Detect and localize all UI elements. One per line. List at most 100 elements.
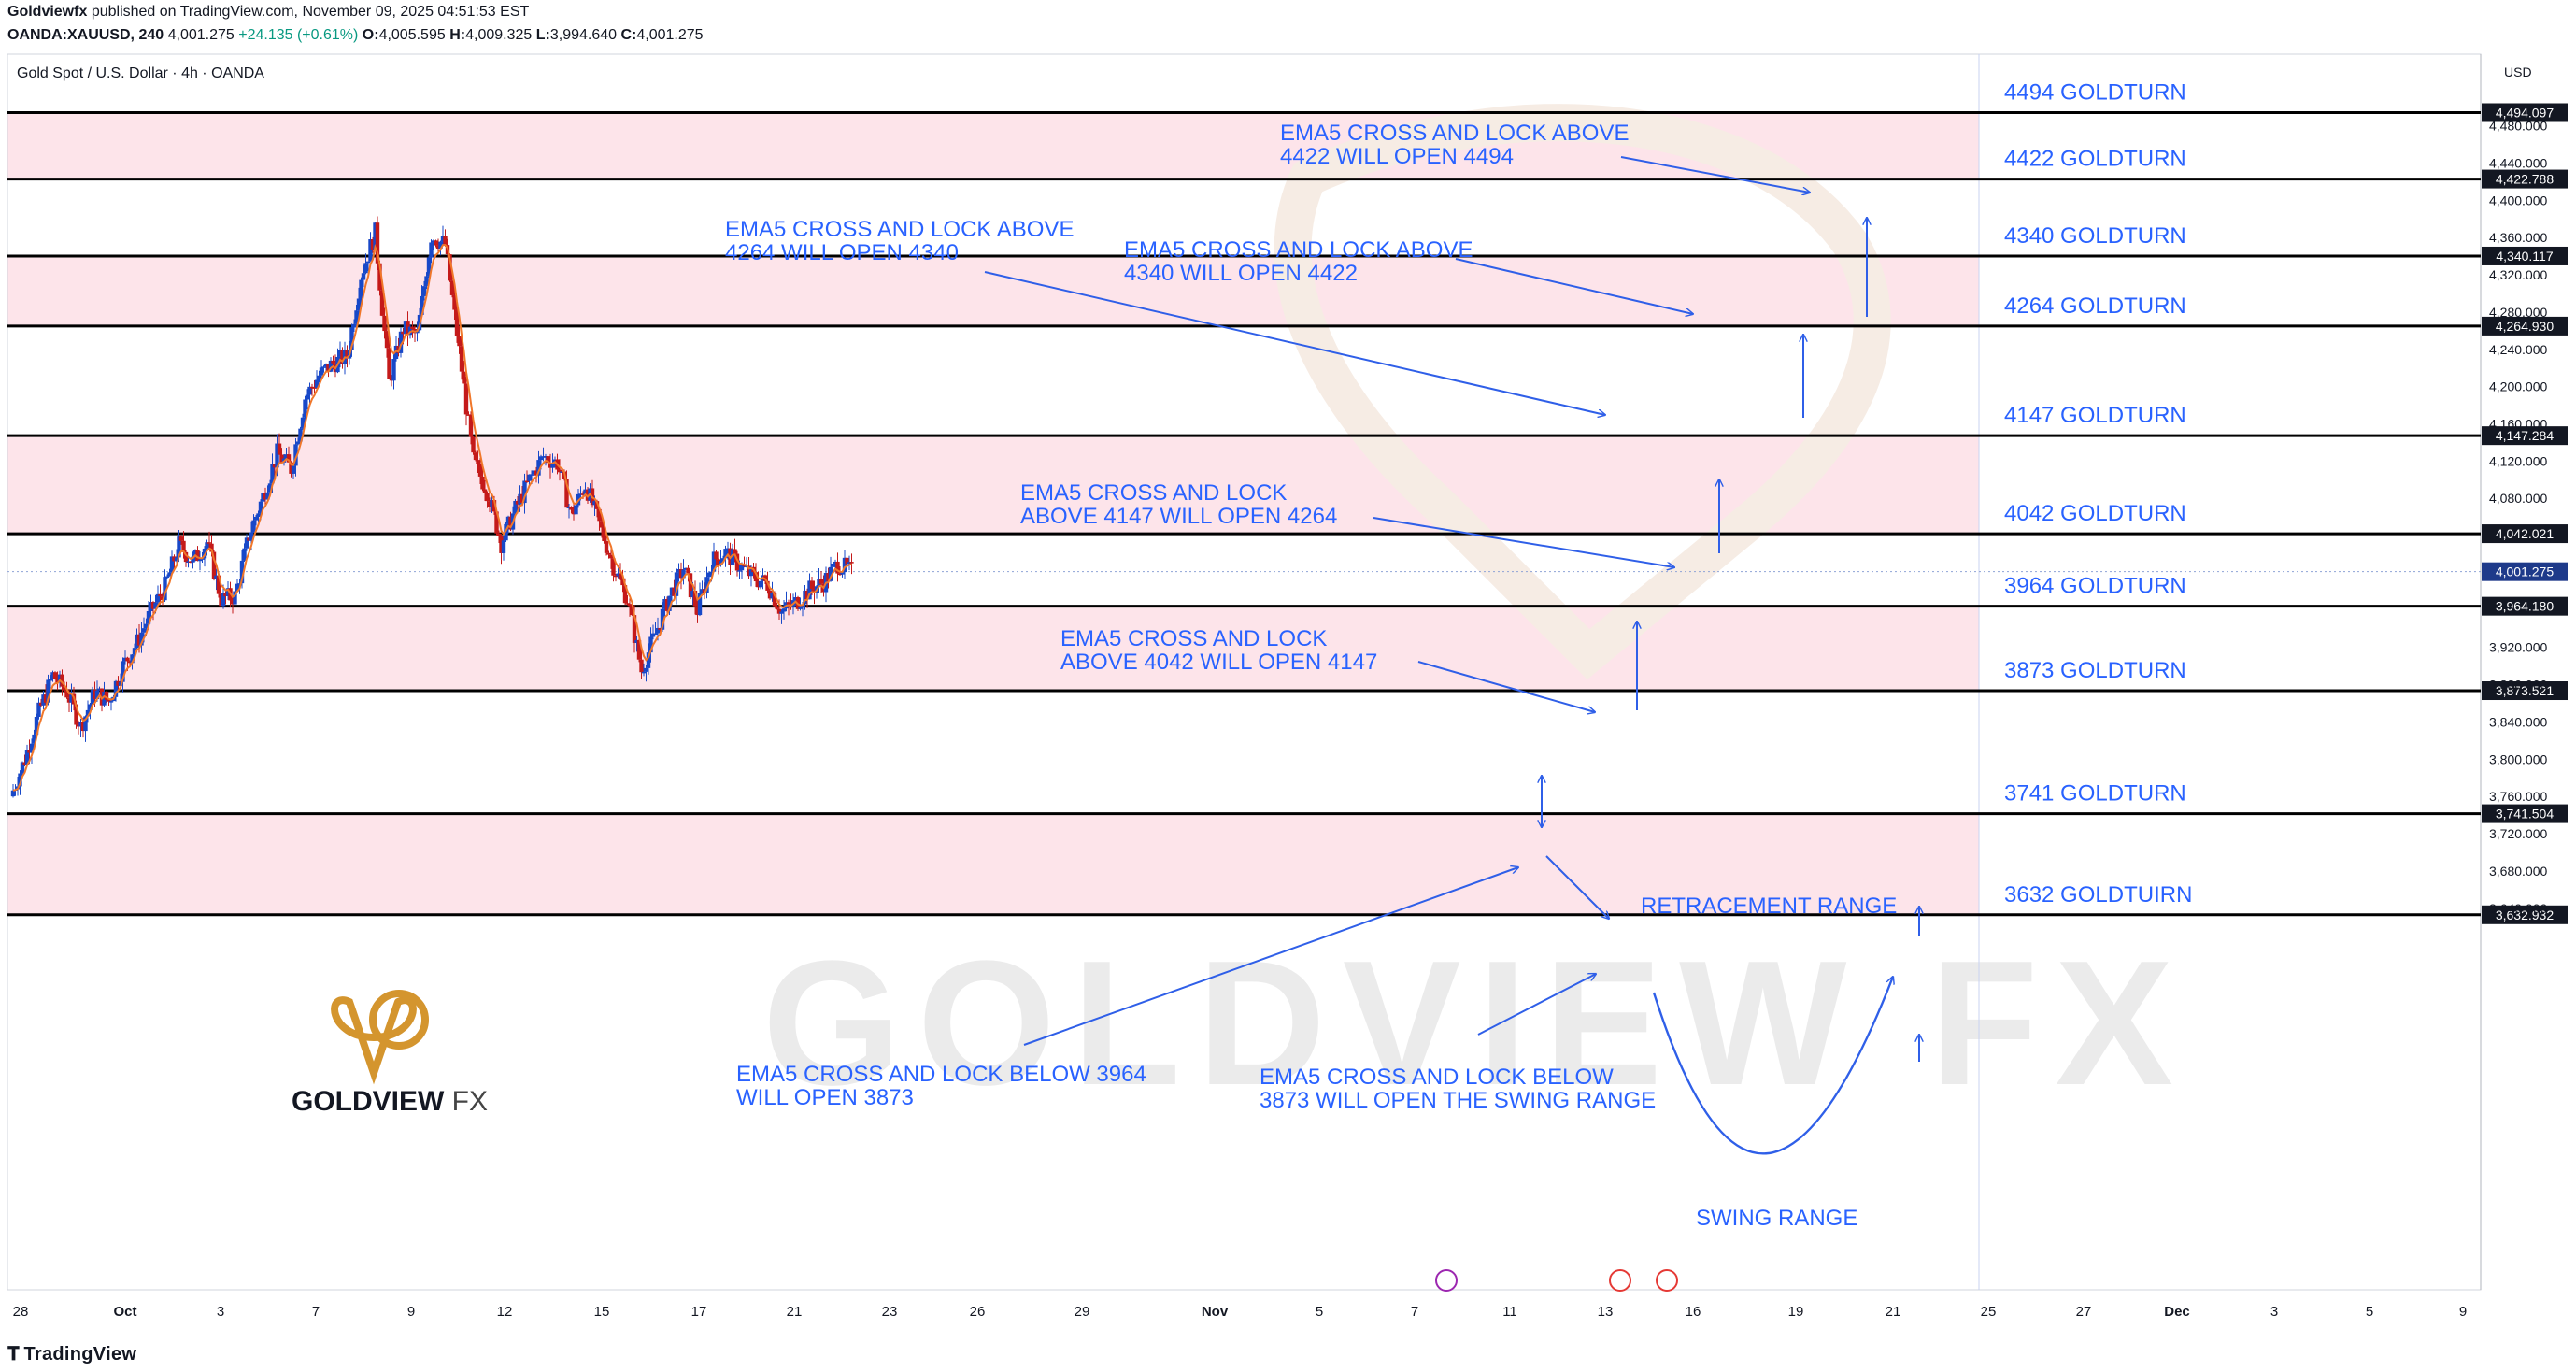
projection-arrow[interactable] bbox=[1620, 156, 1810, 193]
candle-down bbox=[463, 383, 469, 415]
candle-down bbox=[571, 509, 576, 515]
candle-up bbox=[167, 572, 172, 577]
candle-down bbox=[66, 697, 72, 703]
goldturn-level-label: 4147 GOLDTURN bbox=[2004, 403, 2186, 428]
candle-up bbox=[644, 667, 648, 672]
projection-arrow[interactable] bbox=[1545, 855, 1609, 919]
candle-up bbox=[57, 674, 63, 683]
candle-down bbox=[826, 573, 831, 581]
y-tick-label: 3,800.000 bbox=[2489, 751, 2547, 766]
x-tick-label: 28 bbox=[13, 1304, 29, 1320]
open-label: O: bbox=[362, 27, 379, 43]
candle-down bbox=[401, 331, 406, 335]
x-tick-label: 5 bbox=[1316, 1304, 1323, 1320]
projection-arrow[interactable] bbox=[1373, 517, 1674, 567]
annotation-text: EMA5 CROSS AND LOCK bbox=[1020, 480, 1287, 506]
high-value: 4,009.325 bbox=[465, 27, 533, 43]
candle-down bbox=[55, 679, 60, 683]
candle-up bbox=[505, 516, 511, 524]
publisher-name[interactable]: Goldviewfx bbox=[7, 4, 88, 20]
candle-down bbox=[611, 558, 616, 576]
level-price-tag-text: 4,147.284 bbox=[2496, 428, 2554, 443]
candle-up bbox=[298, 428, 303, 442]
symbol-label[interactable]: OANDA:XAUUSD, 240 bbox=[7, 27, 164, 43]
candle-up bbox=[323, 364, 329, 367]
annotation-text: EMA5 CROSS AND LOCK BELOW 3964 bbox=[736, 1062, 1146, 1087]
low-value: 3,994.640 bbox=[549, 27, 618, 43]
candle-up bbox=[662, 598, 667, 609]
candle-down bbox=[471, 436, 476, 453]
tradingview-logo[interactable]: 𝐓 TradingView bbox=[7, 1344, 136, 1365]
candle-down bbox=[452, 294, 457, 310]
y-tick-label: 4,320.000 bbox=[2489, 267, 2547, 282]
swing-range-curve-arrow[interactable] bbox=[1652, 977, 1893, 1155]
x-tick-label: Oct bbox=[113, 1304, 136, 1320]
candle-down bbox=[630, 606, 634, 616]
candle-up bbox=[321, 366, 326, 368]
candle-down bbox=[608, 554, 614, 559]
annotation-text: EMA5 CROSS AND LOCK bbox=[1060, 626, 1327, 651]
candle-down bbox=[211, 551, 217, 579]
candle-down bbox=[22, 762, 27, 765]
candle-up bbox=[634, 639, 639, 643]
low-label: L: bbox=[535, 27, 550, 43]
candle-down bbox=[468, 414, 474, 437]
candle-down bbox=[702, 589, 707, 593]
candle-up bbox=[681, 569, 686, 579]
candle-down bbox=[326, 364, 331, 372]
candle-down bbox=[382, 315, 387, 332]
goldturn-level-label: 3964 GOLDTURN bbox=[2004, 574, 2186, 599]
candle-up bbox=[674, 572, 679, 596]
publish-line: Goldviewfx published on TradingView.com,… bbox=[7, 4, 529, 21]
level-price-tag bbox=[2482, 681, 2568, 701]
candle-down bbox=[733, 549, 737, 554]
x-tick-label: Dec bbox=[2164, 1304, 2190, 1320]
candle-up bbox=[529, 474, 534, 476]
candle-down bbox=[43, 694, 49, 703]
candle-down bbox=[747, 565, 751, 577]
candle-up bbox=[538, 456, 544, 461]
candle-up bbox=[831, 563, 835, 567]
candle-down bbox=[508, 516, 513, 530]
x-tick-label: 21 bbox=[1886, 1304, 1901, 1320]
candle-up bbox=[191, 556, 195, 563]
y-tick-label: 4,400.000 bbox=[2489, 193, 2547, 207]
candle-up bbox=[149, 602, 153, 611]
candle-down bbox=[375, 222, 380, 264]
candle-up bbox=[305, 394, 310, 400]
change-value: +24.135 (+0.61%) bbox=[238, 27, 359, 43]
candle-down bbox=[219, 593, 223, 607]
candle-down bbox=[756, 581, 761, 588]
chart-title: Gold Spot / U.S. Dollar · 4h · OANDA bbox=[17, 65, 264, 81]
candle-up bbox=[102, 691, 107, 706]
annotation-text: ABOVE 4042 WILL OPEN 4147 bbox=[1060, 650, 1377, 675]
candle-down bbox=[765, 580, 770, 591]
candle-down bbox=[206, 542, 212, 544]
candle-down bbox=[459, 346, 464, 372]
candle-down bbox=[837, 573, 843, 576]
event-marker-icon[interactable] bbox=[1435, 1269, 1458, 1292]
y-tick-label: 4,440.000 bbox=[2489, 155, 2547, 170]
annotation-text: EMA5 CROSS AND LOCK BELOW bbox=[1260, 1065, 1614, 1090]
candle-down bbox=[449, 280, 455, 295]
event-marker-icon[interactable] bbox=[1609, 1269, 1631, 1292]
projection-arrow[interactable] bbox=[1477, 974, 1596, 1036]
candle-down bbox=[76, 724, 81, 727]
candle-up bbox=[501, 540, 506, 553]
projection-arrow[interactable] bbox=[1023, 867, 1518, 1046]
x-tick-label: 13 bbox=[1598, 1304, 1614, 1320]
projection-arrow[interactable] bbox=[1455, 258, 1693, 314]
candle-down bbox=[622, 585, 628, 604]
candle-down bbox=[272, 464, 278, 468]
candle-up bbox=[244, 537, 249, 549]
candle-up bbox=[24, 750, 30, 765]
projection-arrow[interactable] bbox=[984, 271, 1605, 415]
candle-up bbox=[513, 500, 518, 514]
event-marker-icon[interactable] bbox=[1656, 1269, 1678, 1292]
candle-up bbox=[113, 680, 119, 697]
annotation-text: 4264 WILL OPEN 4340 bbox=[725, 240, 959, 265]
projection-arrow[interactable] bbox=[1417, 661, 1595, 712]
candle-up bbox=[655, 627, 661, 634]
candle-up bbox=[88, 704, 93, 710]
